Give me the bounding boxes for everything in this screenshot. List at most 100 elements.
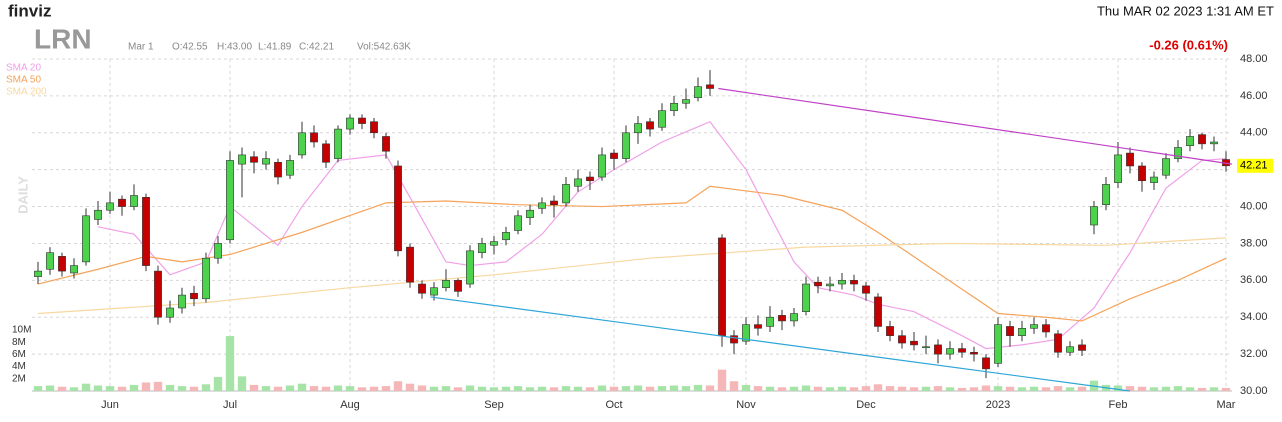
candle-body <box>706 84 714 89</box>
candle-body <box>694 86 702 99</box>
volume-bar <box>561 386 571 391</box>
volume-bar <box>1053 386 1063 391</box>
volume-bar <box>657 386 667 391</box>
volume-bar <box>837 386 847 391</box>
candle-body <box>838 280 846 285</box>
volume-bar <box>957 387 967 391</box>
volume-tick-label: 10M <box>12 325 31 336</box>
volume-bar <box>141 382 151 391</box>
candle-body <box>418 283 426 294</box>
candle-body <box>286 160 294 176</box>
candle-body <box>1006 326 1014 336</box>
volume-bar <box>165 384 175 391</box>
legend-entry: SMA 200 <box>6 87 47 98</box>
candle-body <box>862 285 870 294</box>
candle-body <box>682 99 690 104</box>
volume-bar <box>117 386 127 391</box>
candle-body <box>730 335 738 344</box>
date: Mar 1 <box>128 42 154 53</box>
candle-body <box>346 117 354 130</box>
candle-body <box>670 102 678 111</box>
volume-bar <box>1005 386 1015 391</box>
x-tick-label: Mar <box>1217 399 1236 411</box>
volume-bar <box>249 384 259 391</box>
change: -0.26 (0.61%) <box>1149 37 1228 52</box>
volume-bar <box>489 387 499 391</box>
candle-body <box>1090 206 1098 226</box>
volume-bar <box>765 386 775 391</box>
y-tick-label: 36.00 <box>1240 274 1268 286</box>
volume-tick-label: 8M <box>12 337 26 348</box>
volume-bar <box>1113 385 1123 391</box>
candle-body <box>994 324 1002 364</box>
brand: finviz <box>8 1 51 20</box>
y-tick-label: 44.00 <box>1240 127 1268 139</box>
volume-bar <box>969 387 979 391</box>
candle-body <box>130 195 138 207</box>
volume-bar <box>501 386 511 391</box>
candle-body <box>394 165 402 252</box>
volume-bar <box>33 386 43 391</box>
volume-bar <box>1137 386 1147 391</box>
y-tick-label: 30.00 <box>1240 385 1268 397</box>
candle-body <box>526 209 534 218</box>
volume-bar <box>705 385 715 391</box>
x-tick-label: Jul <box>223 399 237 411</box>
volume-bar <box>693 384 703 391</box>
candle-body <box>58 256 66 272</box>
x-tick-label: Sep <box>484 399 504 411</box>
candle-body <box>118 198 126 207</box>
volume-bar <box>153 381 163 391</box>
candle-body <box>946 348 954 355</box>
candle-body <box>490 241 498 246</box>
candle-body <box>538 202 546 209</box>
volume-bar <box>945 387 955 391</box>
candle-body <box>778 315 786 322</box>
volume-bar <box>417 385 427 391</box>
volume-bar <box>333 385 343 391</box>
volume-bar <box>1197 387 1207 391</box>
y-tick-label: 40.00 <box>1240 200 1268 212</box>
candle-body <box>718 237 726 336</box>
volume-bar <box>921 386 931 391</box>
period: DAILY <box>15 176 30 214</box>
high: H:43.00 <box>217 42 252 53</box>
volume-bar <box>213 376 223 391</box>
volume-bar <box>189 386 199 391</box>
volume-bar <box>729 381 739 391</box>
candle-body <box>850 280 858 285</box>
candle-body <box>226 160 234 241</box>
open: O:42.55 <box>172 42 208 53</box>
legend-entry: SMA 20 <box>6 63 41 74</box>
candle-body <box>478 243 486 253</box>
candle-body <box>154 270 162 318</box>
volume-bar <box>669 385 679 391</box>
candle-body <box>1150 176 1158 183</box>
candle-body <box>214 243 222 259</box>
volume-bar <box>825 387 835 391</box>
candle-body <box>1210 141 1218 145</box>
candle-body <box>898 335 906 344</box>
volume-bar <box>1209 387 1219 391</box>
candle-body <box>514 215 522 231</box>
volume-bar <box>1149 387 1159 391</box>
y-tick-label: 46.00 <box>1240 90 1268 102</box>
candle-body <box>298 132 306 156</box>
candle-body <box>574 178 582 187</box>
volume-bar <box>57 386 67 391</box>
candle-body <box>982 357 990 370</box>
candle-body <box>358 117 366 124</box>
volume-bar <box>261 386 271 391</box>
volume-bar <box>441 386 451 391</box>
candle-body <box>1114 154 1122 183</box>
volume-bar <box>1065 387 1075 391</box>
volume-bar <box>753 386 763 391</box>
volume-bar <box>1029 386 1039 391</box>
volume-bar <box>909 387 919 391</box>
candle-body <box>1138 165 1146 182</box>
volume-bar <box>201 384 211 391</box>
volume-bar <box>573 386 583 391</box>
volume-tick-label: 6M <box>12 349 26 360</box>
volume-bar <box>393 381 403 391</box>
candle-body <box>94 209 102 220</box>
